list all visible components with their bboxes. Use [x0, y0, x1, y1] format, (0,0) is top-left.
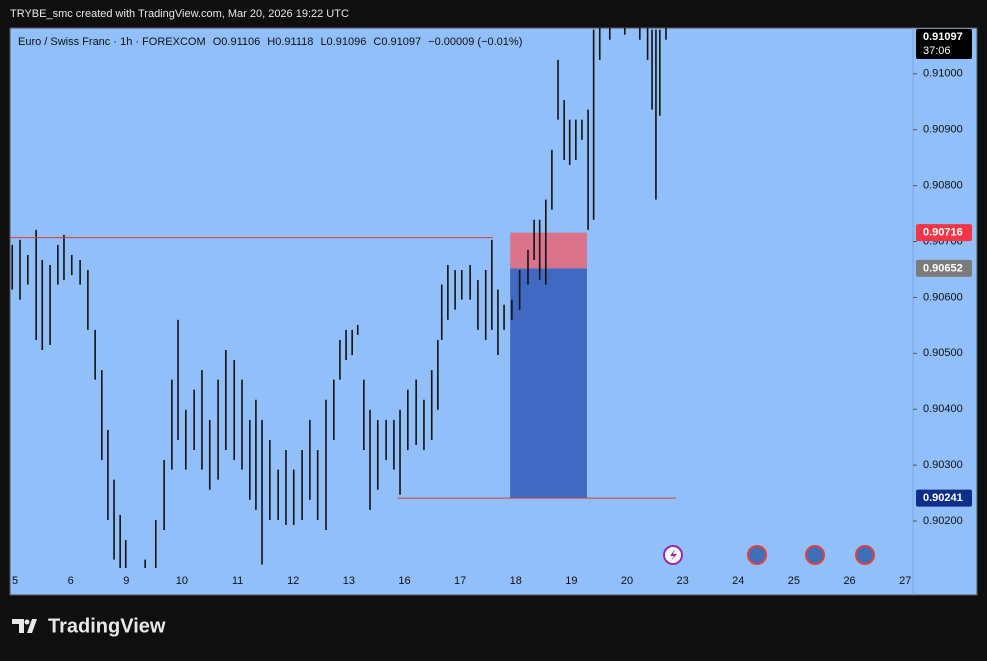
entry-tag-bg	[916, 259, 972, 277]
y-tick-label: 0.90400	[923, 403, 963, 415]
logo-text: TradingView	[48, 615, 166, 637]
y-tick-label: 0.91000	[923, 68, 963, 80]
y-tick-label: 0.90900	[923, 124, 963, 136]
x-tick-label: 23	[677, 575, 689, 587]
x-tick-label: 24	[732, 575, 744, 587]
last-price: 0.91097	[923, 31, 963, 43]
ohlc: O0.91106	[213, 36, 261, 48]
x-tick-label: 26	[843, 575, 855, 587]
x-tick-label: 20	[621, 575, 633, 587]
y-tick-label: 0.90200	[923, 515, 963, 527]
x-tick-label: 25	[788, 575, 800, 587]
change: −0.00009 (−0.01%)	[428, 36, 522, 48]
ohlc: C0.91097	[373, 36, 421, 48]
event-icon[interactable]	[805, 545, 825, 565]
legend: Euro / Swiss Franc · 1h · FOREXCOM O0.91…	[18, 36, 522, 48]
x-tick-label: 16	[398, 575, 410, 587]
header-text: TRYBE_smc created with TradingView.com, …	[10, 8, 349, 20]
target-tag-bg	[916, 489, 972, 507]
x-tick-label: 19	[565, 575, 577, 587]
target-zone	[510, 268, 587, 499]
x-tick-label: 9	[123, 575, 129, 587]
event-icon-glyph	[670, 549, 677, 561]
stop-zone	[510, 232, 587, 269]
chart-area	[9, 27, 978, 596]
x-tick-label: 12	[287, 575, 299, 587]
countdown: 37:06	[923, 45, 951, 57]
x-tick-label: 10	[176, 575, 188, 587]
event-icons	[663, 545, 875, 565]
plot	[10, 28, 676, 568]
x-tick-label: 17	[454, 575, 466, 587]
stop-tag: 0.90716	[923, 227, 963, 239]
last-price-bg	[916, 29, 972, 59]
x-tick-label: 27	[899, 575, 911, 587]
x-tick-label: 5	[12, 575, 18, 587]
x-tick-label: 11	[232, 575, 243, 587]
event-icon[interactable]	[747, 545, 767, 565]
y-tick-label: 0.90300	[923, 459, 963, 471]
ohlc: L0.91096	[320, 36, 366, 48]
logo: TradingView	[12, 615, 166, 637]
logo-mark	[12, 619, 37, 633]
y-tick-label: 0.90800	[923, 180, 963, 192]
x-tick-label: 13	[343, 575, 355, 587]
x-tick-label: 18	[510, 575, 522, 587]
stop-tag-bg	[916, 224, 972, 242]
logo-dot	[24, 619, 30, 625]
entry-tag: 0.90652	[923, 262, 963, 274]
y-tick-label: 0.90500	[923, 347, 963, 359]
symbol: Euro / Swiss Franc · 1h · FOREXCOM	[18, 36, 206, 48]
target-tag: 0.90241	[923, 492, 963, 504]
x-tick-label: 6	[68, 575, 74, 587]
legend-text: Euro / Swiss Franc · 1h · FOREXCOM O0.91…	[18, 36, 522, 48]
y-tick-label: 0.90600	[923, 291, 963, 303]
event-icon[interactable]	[855, 545, 875, 565]
ohlc: H0.91118	[267, 36, 313, 48]
